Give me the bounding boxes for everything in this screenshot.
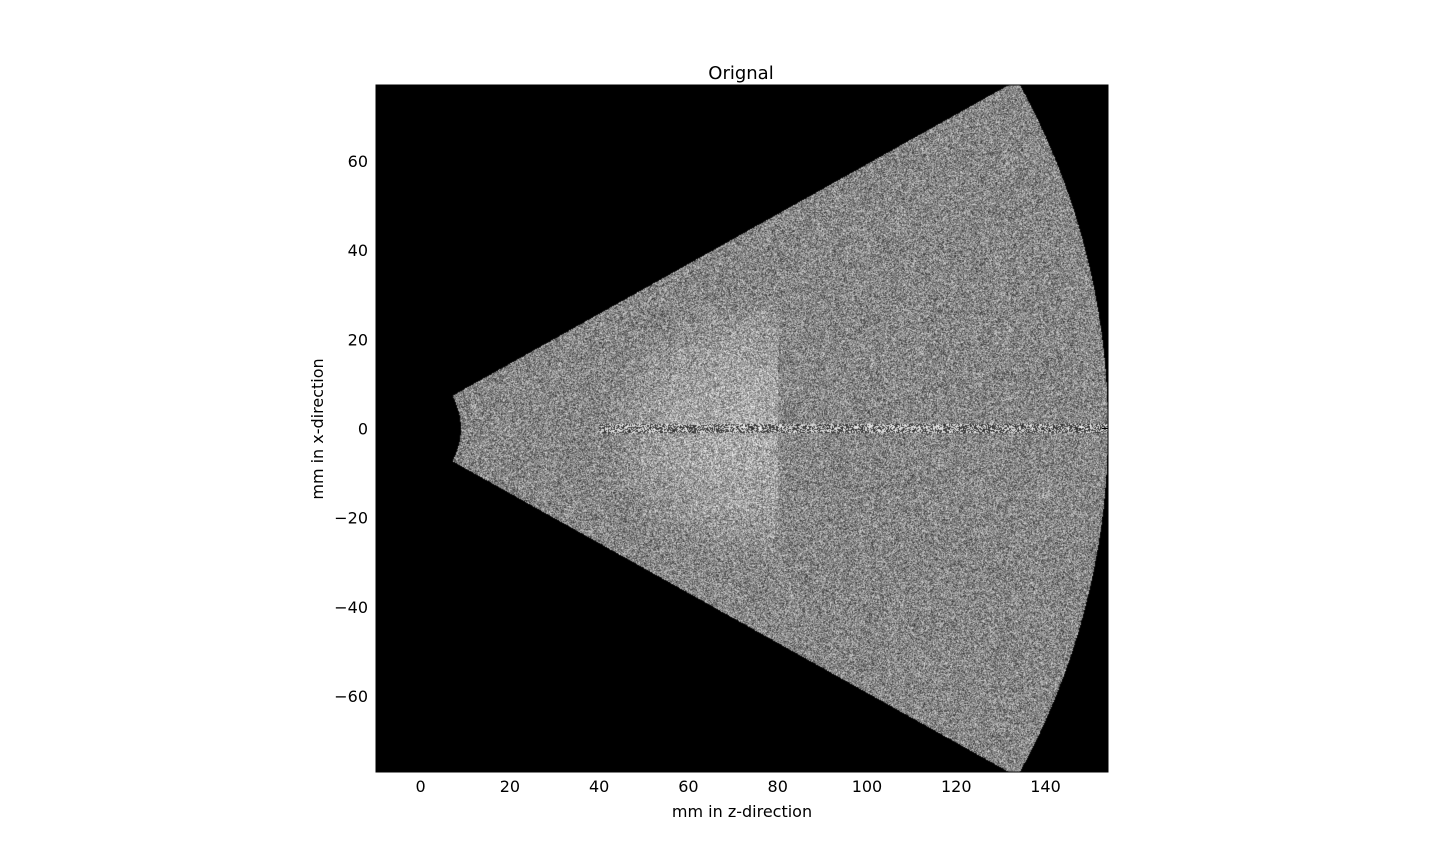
plot-frame [375, 84, 1109, 773]
x-tick-label: 40 [589, 777, 609, 796]
ultrasound-image [376, 85, 1108, 772]
chart-title: Orignal [708, 63, 773, 84]
x-tick-label: 60 [678, 777, 698, 796]
x-tick-label: 120 [941, 777, 972, 796]
x-ticks: 0 20 40 60 80 100 120 140 [416, 85, 1061, 796]
y-tick-label: −60 [334, 687, 368, 706]
x-tick-label: 20 [500, 777, 520, 796]
y-tick-label: 0 [358, 420, 368, 439]
y-tick-label: 40 [348, 241, 368, 260]
y-tick-label: 60 [348, 152, 368, 171]
x-tick-label: 0 [416, 777, 426, 796]
x-tick-label: 80 [768, 777, 788, 796]
x-axis-label: mm in z-direction [672, 802, 812, 821]
y-tick-label: 20 [348, 330, 368, 349]
y-tick-label: −40 [334, 598, 368, 617]
y-axis-label: mm in x-direction [308, 358, 327, 499]
y-tick-label: −20 [334, 509, 368, 528]
x-tick-label: 100 [852, 777, 883, 796]
x-tick-label: 140 [1030, 777, 1061, 796]
y-ticks: 60 40 20 0 −20 −40 −60 [334, 152, 1108, 706]
